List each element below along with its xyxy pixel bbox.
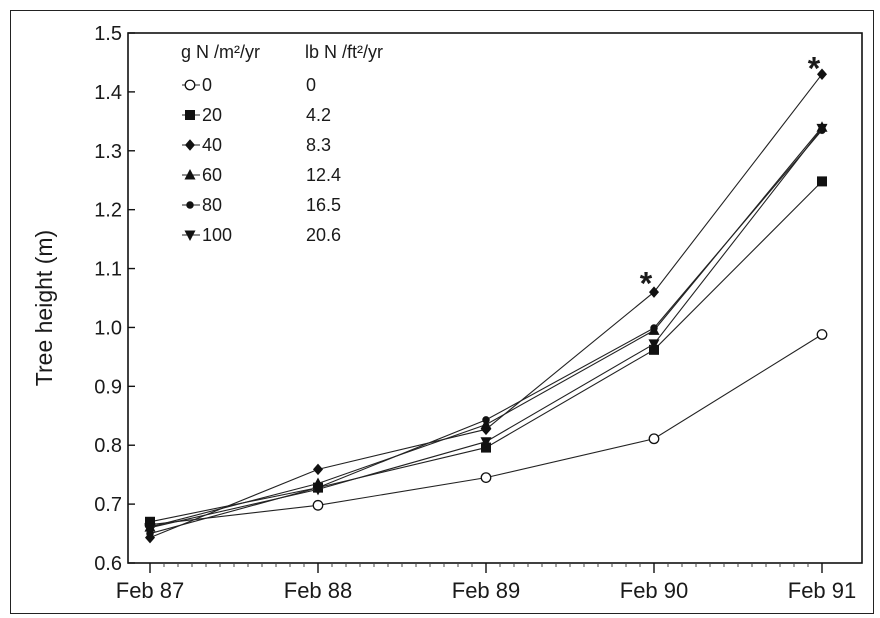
series-60 <box>144 121 828 532</box>
y-tick-label: 0.6 <box>94 553 122 575</box>
significance-asterisk: * <box>808 50 821 86</box>
legend-label-metric: 0 <box>202 75 212 95</box>
legend-label-imperial: 4.2 <box>306 105 331 125</box>
legend-marker <box>184 169 196 180</box>
legend-label-imperial: 0 <box>306 75 316 95</box>
series-layer <box>144 68 828 544</box>
legend-marker <box>184 230 196 241</box>
x-tick-label: Feb 90 <box>620 578 689 603</box>
x-tick-label: Feb 87 <box>116 578 185 603</box>
x-tick-label: Feb 88 <box>284 578 353 603</box>
x-tick-label: Feb 89 <box>452 578 521 603</box>
legend-label-imperial: 12.4 <box>306 165 341 185</box>
annotations: ** <box>640 50 821 301</box>
legend-marker <box>184 79 196 91</box>
legend-label-metric: 80 <box>202 195 222 215</box>
y-axis-label: Tree height (m) <box>31 230 57 386</box>
y-tick-label: 1.0 <box>94 317 122 339</box>
series-40 <box>145 68 827 544</box>
data-point <box>816 123 828 135</box>
series-line <box>149 181 823 523</box>
legend-label-imperial: 8.3 <box>306 135 331 155</box>
data-point <box>480 437 492 448</box>
legend-entry-80: 80 16.5 <box>182 195 341 215</box>
data-point <box>144 523 156 534</box>
data-point <box>313 463 323 476</box>
series-100 <box>144 123 828 534</box>
y-tick-label: 1.4 <box>94 82 122 104</box>
data-point <box>649 286 659 298</box>
legend-label-metric: 40 <box>202 135 222 155</box>
y-tick-label: 0.8 <box>94 435 122 457</box>
legend-label-imperial: 16.5 <box>306 195 341 215</box>
series-line <box>149 128 823 529</box>
data-point <box>145 531 155 544</box>
plot-area <box>127 32 863 564</box>
legend-marker <box>185 139 195 151</box>
series-0 <box>144 329 828 531</box>
legend-marker <box>185 110 195 120</box>
legend-label-metric: 100 <box>202 225 232 245</box>
series-line <box>149 73 823 539</box>
data-point <box>312 499 324 511</box>
data-point <box>650 324 658 332</box>
legend-label-metric: 20 <box>202 105 222 125</box>
data-point <box>481 423 491 436</box>
data-point <box>816 329 828 340</box>
y-tick-label: 0.7 <box>94 494 122 516</box>
y-tick-label: 1.2 <box>94 200 122 222</box>
series-line <box>149 126 823 528</box>
data-point <box>648 433 660 445</box>
axes: 0.6 0.7 0.8 0.9 1.0 1.1 1.2 1.3 1.4 1.5 Tree heigh… <box>31 23 863 603</box>
legend-label-metric: 60 <box>202 165 222 185</box>
legend-entry-100: 100 20.6 <box>182 225 341 245</box>
data-point <box>817 176 827 187</box>
y-tick-label: 0.9 <box>94 376 122 398</box>
significance-asterisk: * <box>640 265 653 301</box>
legend-entry-40: 40 8.3 <box>182 135 331 155</box>
legend-entry-60: 60 12.4 <box>182 165 341 185</box>
y-tick-label: 1.1 <box>94 259 122 281</box>
legend-label-imperial: 20.6 <box>306 225 341 245</box>
data-point <box>817 68 827 80</box>
data-point <box>312 484 324 496</box>
data-point <box>648 339 660 350</box>
legend: g N /m²/yr lb N /ft²/yr0 020 4.240 8.360 12.4… <box>181 42 383 245</box>
legend-header-metric: g N /m²/yr <box>181 42 260 62</box>
legend-header-imperial: lb N /ft²/yr <box>305 42 383 62</box>
x-tick-label: Feb 91 <box>788 578 857 603</box>
data-point <box>480 472 492 484</box>
legend-entry-20: 20 4.2 <box>182 105 331 125</box>
legend-marker <box>186 201 194 209</box>
chart-frame <box>10 10 874 614</box>
y-tick-label: 1.3 <box>94 141 122 163</box>
data-point <box>482 416 490 424</box>
y-tick-label: 1.5 <box>94 23 122 45</box>
